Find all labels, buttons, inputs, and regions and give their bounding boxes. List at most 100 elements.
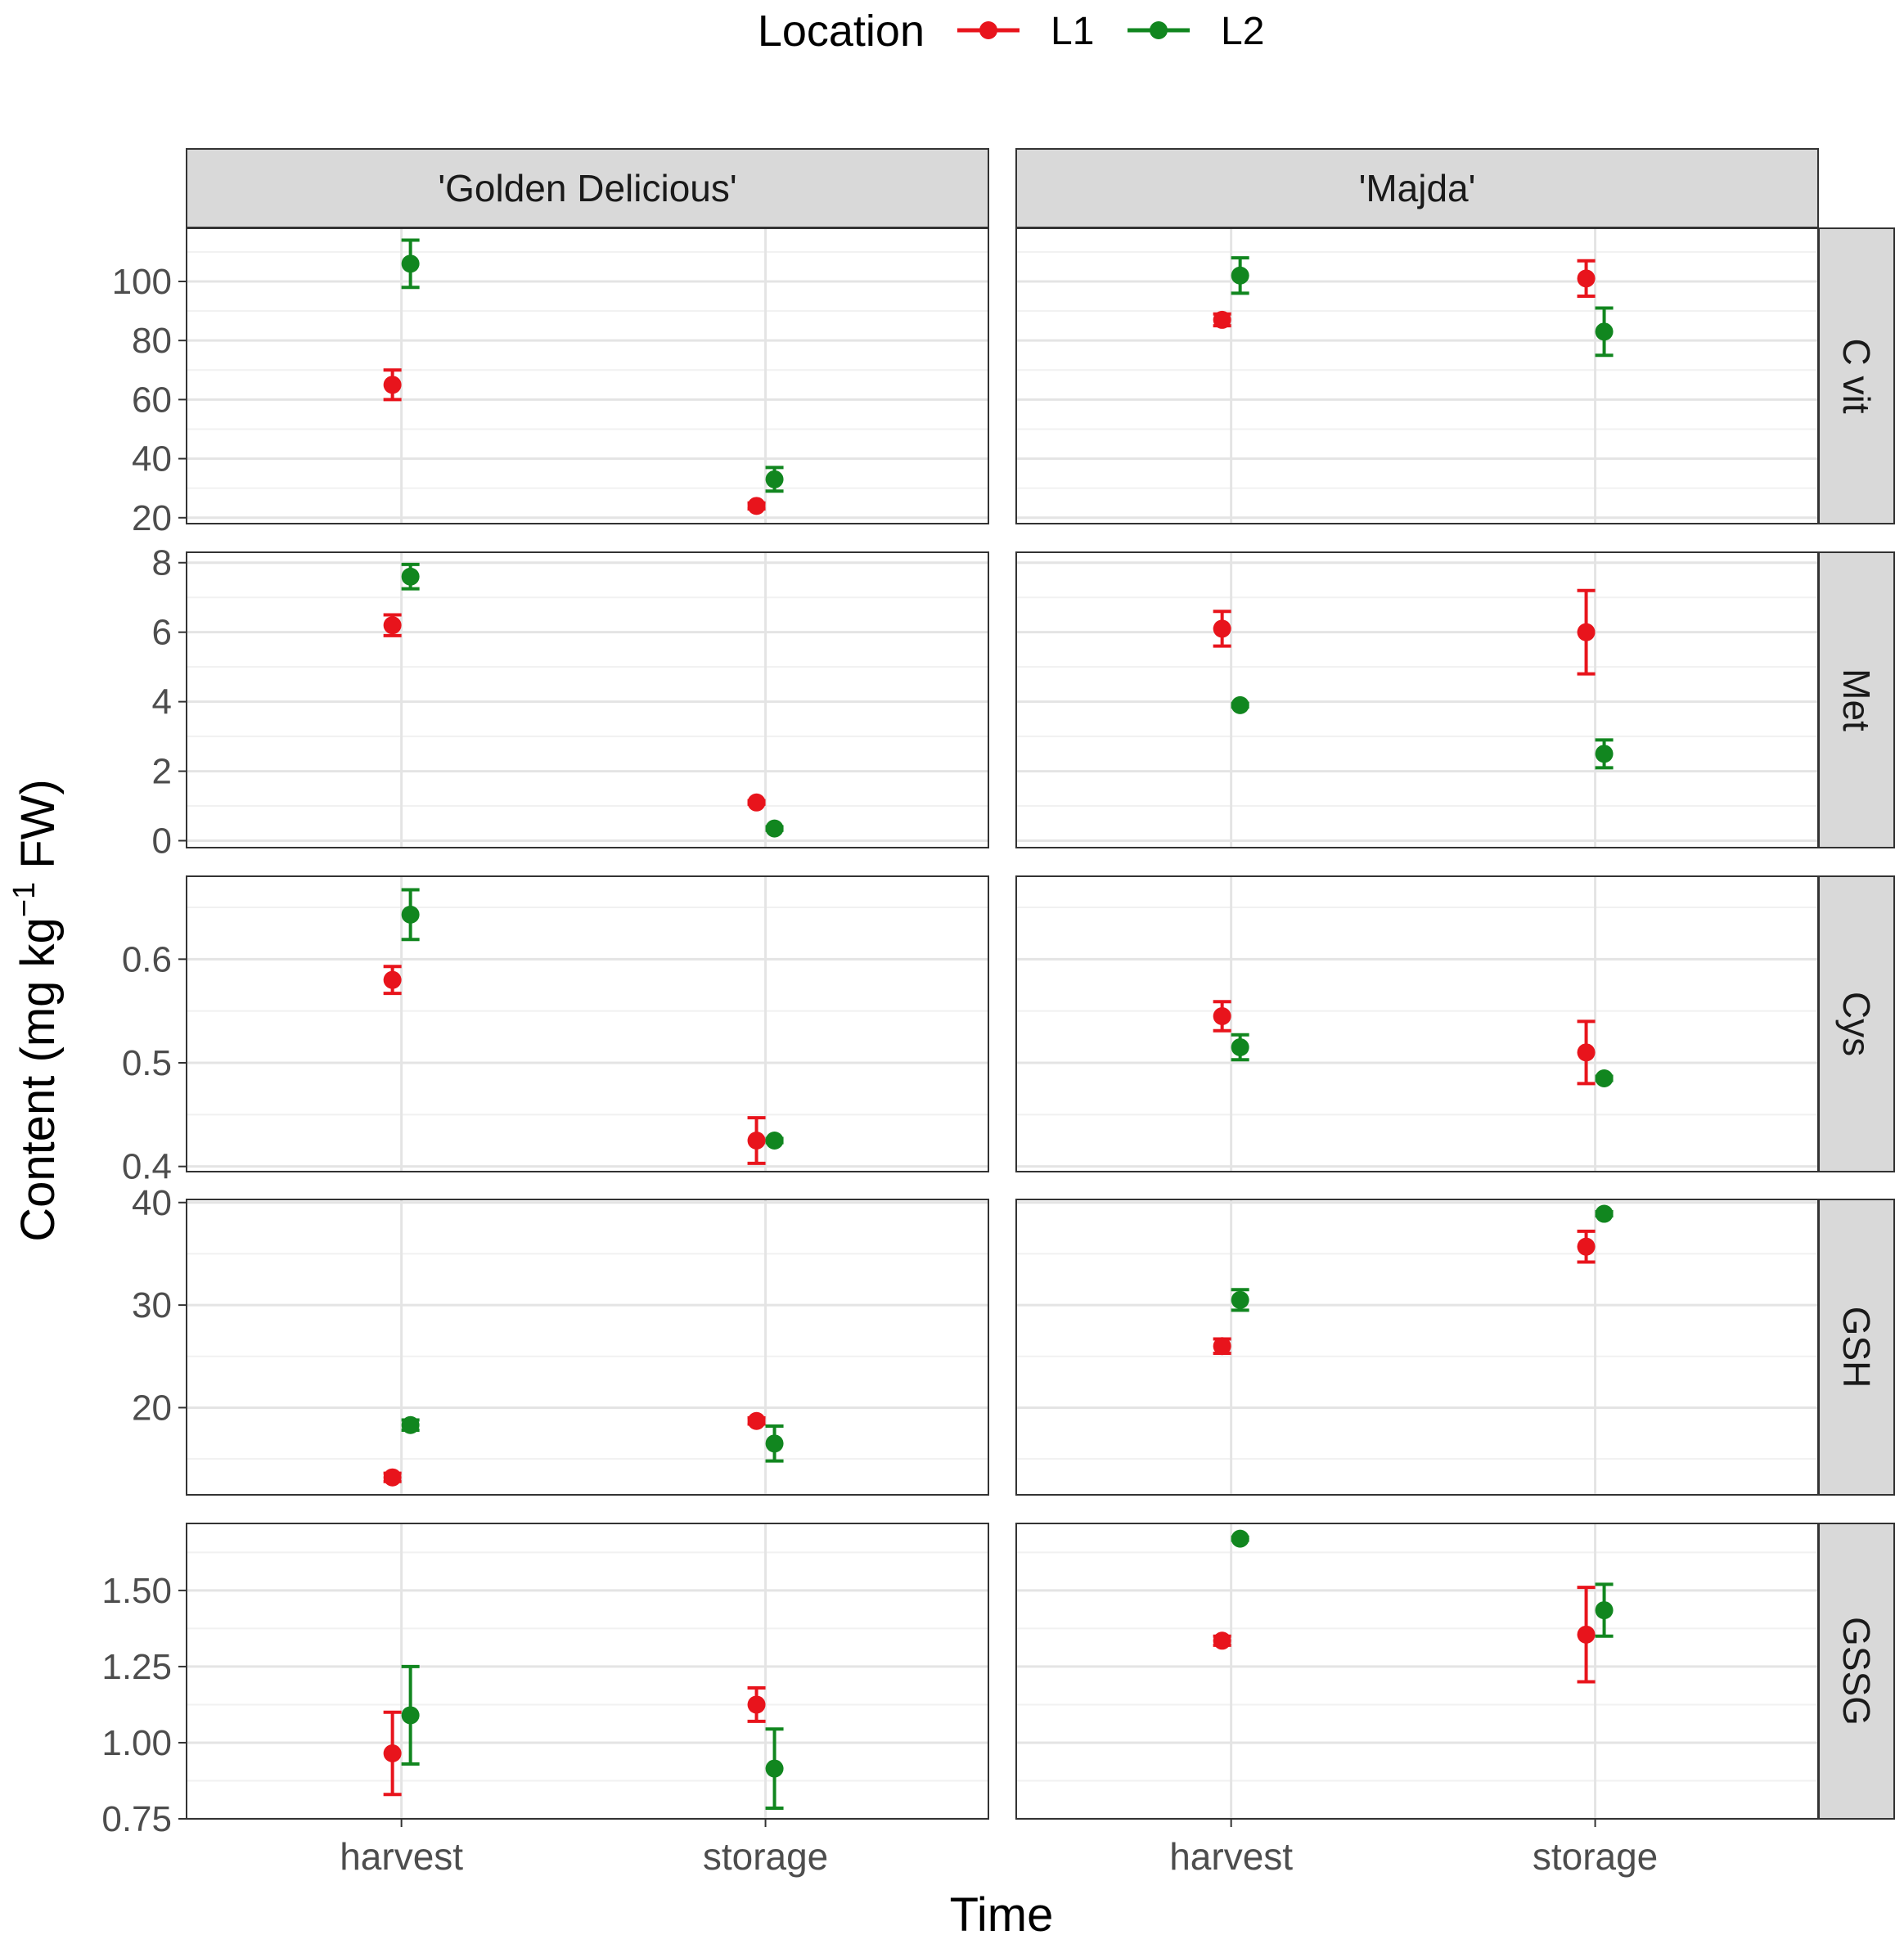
panel-background xyxy=(187,876,988,1172)
legend: Location L1 L2 xyxy=(758,7,1265,56)
data-point-l1 xyxy=(1578,269,1596,287)
y-tick-label: 0.5 xyxy=(122,1043,172,1083)
data-point-l1 xyxy=(384,616,402,634)
data-point-l2 xyxy=(402,906,420,924)
data-point-l1 xyxy=(748,1695,766,1713)
panel-background xyxy=(1016,1523,1818,1819)
y-tick-label: 40 xyxy=(132,439,172,479)
legend-label-l2: L2 xyxy=(1221,10,1264,53)
data-point-l2 xyxy=(766,820,784,838)
data-point-l2 xyxy=(1231,1530,1249,1548)
data-point-l1 xyxy=(384,971,402,989)
y-tick-label: 0.75 xyxy=(101,1799,172,1839)
row-strip-label: Met xyxy=(1835,668,1878,731)
y-tick-label: 8 xyxy=(152,543,172,583)
data-point-l1 xyxy=(1578,623,1596,641)
data-point-l2 xyxy=(1596,1069,1614,1087)
data-point-l2 xyxy=(1231,1291,1249,1309)
facet-panel xyxy=(1016,1523,1818,1819)
facet-panel xyxy=(187,1199,988,1495)
data-point-l2 xyxy=(766,1760,784,1778)
facet-panel xyxy=(187,876,988,1172)
row-strip-label: GSSG xyxy=(1835,1617,1878,1726)
y-tick-label: 40 xyxy=(132,1183,172,1223)
panel-background xyxy=(1016,552,1818,848)
data-point-l2 xyxy=(1596,1205,1614,1223)
facet-panel xyxy=(1016,228,1818,524)
legend-title: Location xyxy=(758,7,925,56)
column-strip-label: 'Golden Delicious' xyxy=(438,167,736,209)
data-point-l2 xyxy=(766,1434,784,1452)
y-axis-title: Content (mg kg−1 FW) xyxy=(7,779,65,1241)
y-axis-title-unit: FW) xyxy=(11,779,65,882)
data-point-l1 xyxy=(748,794,766,812)
y-tick-label: 6 xyxy=(152,613,172,653)
data-point-l1 xyxy=(748,497,766,515)
data-point-l2 xyxy=(402,1416,420,1434)
y-tick-label: 100 xyxy=(112,262,172,302)
column-strip-label: 'Majda' xyxy=(1359,167,1476,209)
data-point-l1 xyxy=(1578,1238,1596,1256)
panel-background xyxy=(187,1523,988,1819)
data-point-l2 xyxy=(1596,745,1614,763)
data-point-l1 xyxy=(1213,1631,1231,1649)
data-point-l1 xyxy=(748,1132,766,1150)
x-tick-label: storage xyxy=(703,1835,828,1878)
panel-background xyxy=(1016,1199,1818,1495)
y-tick-label: 2 xyxy=(152,752,172,792)
chart-svg: 'Golden Delicious' 'Majda' C vit Met Cys GSH G… xyxy=(0,0,1904,1944)
facet-panel xyxy=(1016,552,1818,848)
data-point-l2 xyxy=(1596,1601,1614,1619)
data-point-l1 xyxy=(1213,1337,1231,1355)
data-point-l1 xyxy=(1213,619,1231,637)
panel-background xyxy=(1016,228,1818,524)
facet-panel xyxy=(187,1523,988,1819)
y-tick-label: 0.6 xyxy=(122,939,172,979)
x-axes: harvest storage harvest storage xyxy=(340,1819,1658,1878)
y-tick-label: 0 xyxy=(152,821,172,862)
data-point-l1 xyxy=(1213,1007,1231,1025)
y-tick-label: 30 xyxy=(132,1285,172,1325)
data-point-l1 xyxy=(1213,311,1231,329)
row-strip-label: Cys xyxy=(1835,992,1878,1056)
data-point-l1 xyxy=(384,1469,402,1487)
x-tick-label: storage xyxy=(1533,1835,1658,1878)
facet-panel xyxy=(187,552,988,848)
data-point-l2 xyxy=(1231,696,1249,714)
data-point-l2 xyxy=(402,254,420,272)
panel-background xyxy=(187,228,988,524)
data-point-l1 xyxy=(1578,1043,1596,1061)
x-tick-label: harvest xyxy=(1169,1835,1293,1878)
y-tick-label: 1.00 xyxy=(101,1723,172,1763)
y-tick-label: 1.50 xyxy=(101,1571,172,1611)
y-tick-label: 4 xyxy=(152,682,172,722)
data-point-l2 xyxy=(1596,322,1614,340)
legend-key-point-l1 xyxy=(979,21,997,39)
data-point-l1 xyxy=(384,376,402,394)
y-tick-label: 60 xyxy=(132,380,172,420)
facet-panels xyxy=(187,228,1818,1819)
y-tick-label: 20 xyxy=(132,498,172,538)
y-tick-label: 0.4 xyxy=(122,1147,172,1187)
y-axes: 20 40 60 80 100 0 2 4 6 8 0.4 0.5 0.6 20 30 40 0.75 1.00 1… xyxy=(101,262,187,1839)
faceted-chart: 'Golden Delicious' 'Majda' C vit Met Cys GSH G… xyxy=(0,0,1904,1944)
row-strip-label: GSH xyxy=(1835,1307,1878,1388)
panel-background xyxy=(187,1199,988,1495)
facet-panel xyxy=(1016,1199,1818,1495)
row-strip-label: C vit xyxy=(1835,339,1878,414)
data-point-l1 xyxy=(1578,1626,1596,1644)
data-point-l2 xyxy=(402,1706,420,1724)
data-point-l2 xyxy=(402,568,420,586)
y-axis-title-main: Content (mg kg xyxy=(11,917,65,1242)
y-axis-title-superscript: −1 xyxy=(7,882,42,917)
x-axis-title: Time xyxy=(950,1888,1054,1942)
data-point-l2 xyxy=(766,1132,784,1150)
data-point-l2 xyxy=(1231,267,1249,285)
facet-panel xyxy=(187,228,988,524)
y-tick-label: 1.25 xyxy=(101,1647,172,1687)
data-point-l2 xyxy=(1231,1038,1249,1056)
legend-key-point-l2 xyxy=(1150,21,1168,39)
y-tick-label: 20 xyxy=(132,1388,172,1428)
facet-panel xyxy=(1016,876,1818,1172)
x-tick-label: harvest xyxy=(340,1835,463,1878)
